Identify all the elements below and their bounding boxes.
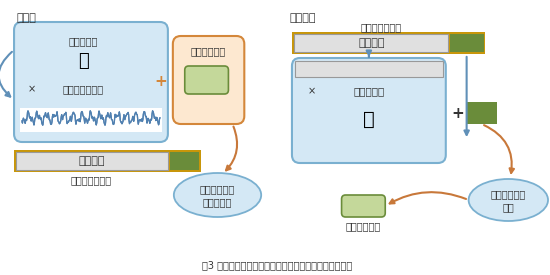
Text: された平文: された平文: [203, 197, 232, 207]
Text: 平文ベクトル: 平文ベクトル: [346, 221, 381, 231]
Text: 図3 今回開発した暗号技術の概要＜暗号化と復号処理＞: 図3 今回開発した暗号技術の概要＜暗号化と復号処理＞: [202, 260, 352, 270]
Bar: [14, 150, 201, 172]
Text: 🔑: 🔑: [363, 110, 375, 129]
Ellipse shape: [469, 179, 548, 221]
Ellipse shape: [174, 173, 261, 217]
Text: 付加情報: 付加情報: [78, 156, 104, 166]
Bar: [16, 152, 168, 170]
Text: 秘密鍵行列: 秘密鍵行列: [353, 86, 384, 96]
Bar: [450, 34, 483, 52]
Text: 🗝: 🗝: [78, 52, 89, 70]
Bar: [466, 102, 497, 124]
FancyBboxPatch shape: [292, 58, 446, 163]
Text: ×: ×: [28, 84, 36, 94]
Text: ×: ×: [308, 86, 316, 96]
Bar: [20, 108, 162, 132]
Text: 解除: 解除: [503, 202, 514, 212]
Text: 暗号文ベクトル: 暗号文ベクトル: [71, 175, 112, 185]
Text: 平文ベクトル: 平文ベクトル: [191, 46, 226, 56]
Text: +: +: [155, 75, 167, 89]
Text: ノイズベクトル: ノイズベクトル: [63, 84, 104, 94]
FancyBboxPatch shape: [185, 66, 228, 94]
Text: +: +: [452, 106, 464, 120]
Text: 復号処理: 復号処理: [290, 13, 316, 23]
FancyBboxPatch shape: [342, 195, 385, 217]
Bar: [292, 32, 486, 54]
Bar: [294, 34, 448, 52]
Text: 暗号化: 暗号化: [16, 13, 36, 23]
Text: スクランブル: スクランブル: [200, 184, 235, 194]
Bar: [170, 152, 199, 170]
Text: 公開鍵行列: 公開鍵行列: [69, 36, 98, 46]
FancyBboxPatch shape: [173, 36, 244, 124]
Bar: [295, 61, 443, 77]
Text: スクランブル: スクランブル: [491, 189, 526, 199]
Text: 付加情報: 付加情報: [358, 38, 384, 48]
Text: 暗号文ベクトル: 暗号文ベクトル: [361, 22, 402, 32]
FancyBboxPatch shape: [14, 22, 168, 142]
